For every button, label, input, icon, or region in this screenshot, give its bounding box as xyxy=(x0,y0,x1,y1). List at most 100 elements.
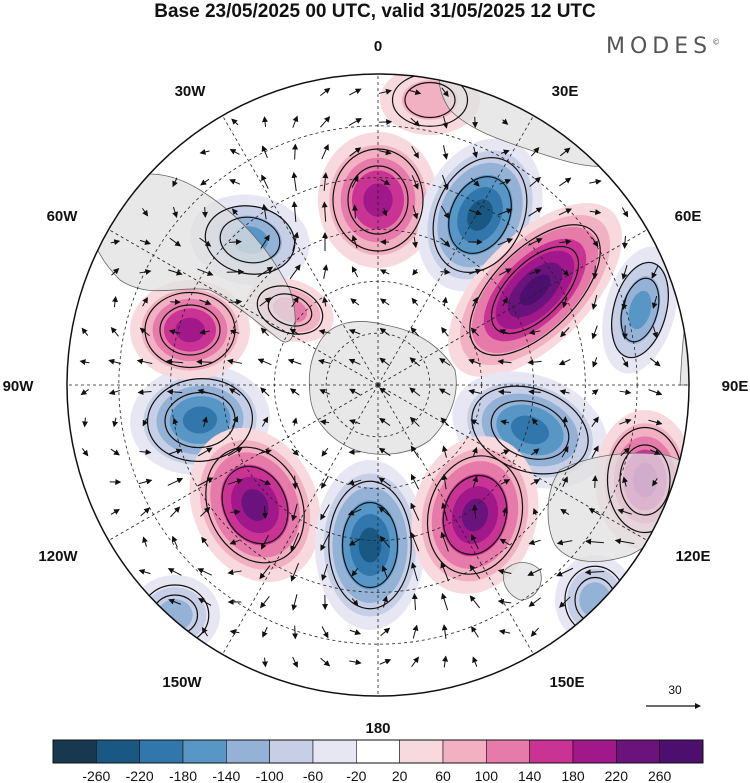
wind-vector xyxy=(379,149,392,156)
wind-vector xyxy=(558,359,571,366)
wind-vector xyxy=(142,208,149,217)
wind-vector xyxy=(226,358,243,365)
colorbar-tick-label: 20 xyxy=(392,768,408,783)
wind-vector xyxy=(227,478,244,485)
wind-vector xyxy=(412,205,419,220)
graticule xyxy=(67,74,689,696)
wind-vector xyxy=(292,143,299,160)
wind-vector xyxy=(110,508,120,515)
wind-vector xyxy=(472,146,478,159)
contour-line xyxy=(159,304,221,356)
wind-vector xyxy=(560,508,570,515)
anomaly-positive-center xyxy=(189,427,321,583)
wind-vector xyxy=(556,539,573,546)
wind-vector xyxy=(201,536,209,547)
wind-vector xyxy=(170,506,181,518)
wind-vector xyxy=(614,538,635,545)
wind-vector xyxy=(379,357,391,367)
wind-vector xyxy=(591,237,599,248)
wind-vector xyxy=(441,592,449,611)
wind-vector xyxy=(231,208,239,216)
wind-vector xyxy=(348,118,362,126)
wind-vector xyxy=(498,629,511,635)
wind-vector xyxy=(81,448,89,457)
wind-vector xyxy=(409,357,421,367)
wind-vector xyxy=(470,419,479,425)
wind-vector xyxy=(412,236,418,249)
wind-vector xyxy=(651,265,659,279)
wind-vector xyxy=(561,268,570,276)
wind-vector xyxy=(257,266,274,278)
wind-vector xyxy=(321,143,329,160)
wind-vector xyxy=(469,595,481,609)
wind-vector xyxy=(321,563,329,581)
wind-vector xyxy=(379,387,391,397)
contour-line xyxy=(490,400,570,460)
wind-vector xyxy=(291,417,298,426)
colorbar-swatch xyxy=(572,739,617,764)
wind-vector xyxy=(379,327,390,336)
wind-vector xyxy=(469,268,482,275)
wind-vector xyxy=(529,268,542,275)
longitude-label-l30e: 30E xyxy=(552,83,579,100)
wind-vector xyxy=(497,598,512,605)
wind-vector xyxy=(292,231,299,252)
globe-outline xyxy=(66,73,690,697)
wind-vector xyxy=(320,504,330,521)
wind-vector xyxy=(379,298,390,306)
wind-vectors xyxy=(79,87,663,668)
wind-vector xyxy=(442,145,449,160)
wind-vector xyxy=(348,328,361,335)
wind-vector xyxy=(321,626,329,639)
wind-vector xyxy=(502,297,508,307)
colorbar-swatch xyxy=(356,739,400,764)
wind-vector xyxy=(349,419,361,425)
wind-vector xyxy=(497,238,514,246)
wind-vector xyxy=(198,598,212,606)
wind-vector xyxy=(112,417,119,428)
wind-vector xyxy=(500,479,511,485)
colorbar-swatch xyxy=(659,739,704,764)
wind-vector xyxy=(165,358,184,365)
wind-vector xyxy=(621,356,629,368)
latitude-circle xyxy=(170,177,586,593)
wind-vector xyxy=(197,268,214,276)
wind-vector xyxy=(470,327,479,337)
wind-vector xyxy=(318,358,332,365)
wind-vector xyxy=(470,177,480,187)
wind-vector xyxy=(136,358,153,365)
wind-vector xyxy=(197,568,212,576)
longitude-label-l180: 180 xyxy=(365,720,390,737)
wind-vector xyxy=(378,477,391,487)
wind-vector xyxy=(411,297,419,306)
latitude-circle xyxy=(222,229,534,541)
wind-vector xyxy=(499,178,512,185)
wind-vector xyxy=(292,625,299,640)
wind-vector xyxy=(528,238,543,246)
wind-vector xyxy=(559,238,572,245)
wind-vector xyxy=(82,417,89,428)
wind-vector xyxy=(441,473,448,490)
longitude-label-l120w: 120W xyxy=(38,548,78,565)
wind-vector xyxy=(349,388,361,396)
wind-vector xyxy=(231,118,239,126)
wind-vector xyxy=(472,296,478,307)
wind-vector xyxy=(468,358,482,365)
anomaly-level xyxy=(157,599,193,631)
wind-vector xyxy=(498,268,512,276)
wind-vector xyxy=(229,149,240,155)
wind-vector xyxy=(501,118,509,125)
wind-vector xyxy=(379,658,392,665)
wind-vector xyxy=(322,296,329,307)
wind-vector xyxy=(290,532,300,552)
wind-vector xyxy=(621,265,628,280)
colorbar-swatch xyxy=(529,739,574,764)
colorbar-tick-label: 60 xyxy=(435,768,451,783)
wind-vector xyxy=(378,88,392,95)
wind-vector xyxy=(382,595,389,608)
longitude-label-l0: 0 xyxy=(374,38,382,55)
wind-vector xyxy=(559,389,570,395)
colorbar-tick-label: 100 xyxy=(475,768,499,783)
wind-vector xyxy=(591,445,599,458)
wind-vector xyxy=(142,536,148,547)
